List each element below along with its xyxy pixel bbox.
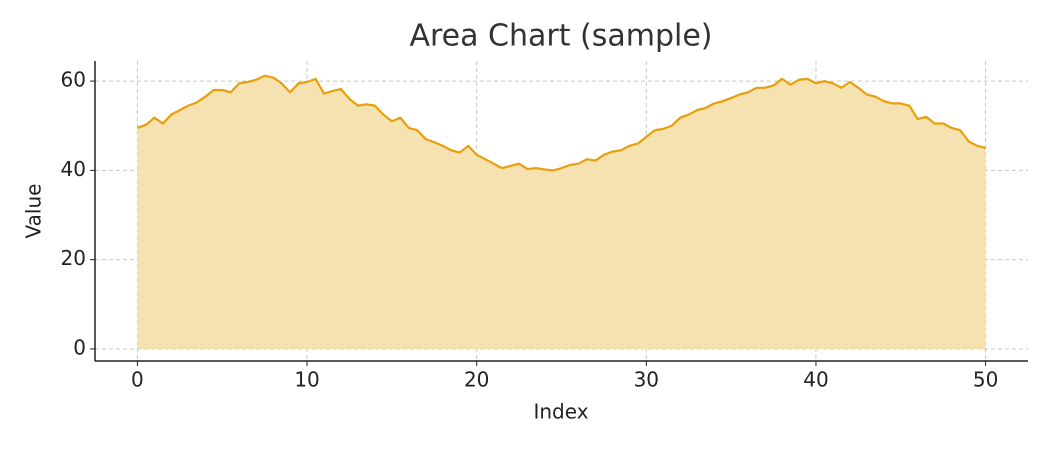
area-line	[137, 74, 986, 172]
area-fill	[137, 75, 986, 349]
x-tick-label: 10	[294, 368, 319, 392]
y-tick-label: 0	[73, 335, 86, 359]
x-tick-label: 50	[973, 368, 998, 392]
y-tick-label: 40	[61, 157, 86, 181]
x-axis-label: Index	[533, 400, 588, 424]
x-tick-label: 0	[131, 368, 144, 392]
chart-title: Area Chart (sample)	[409, 19, 712, 54]
x-tick-label: 40	[803, 368, 828, 392]
x-tick-label: 20	[464, 368, 489, 392]
y-axis-label: Value	[22, 184, 46, 239]
y-tick-label: 20	[61, 246, 86, 270]
y-tick-label: 60	[61, 68, 86, 92]
x-tick-label: 30	[634, 368, 659, 392]
